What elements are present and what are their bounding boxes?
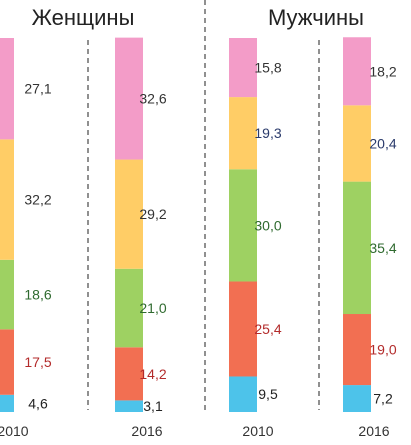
segment-green xyxy=(343,181,371,315)
segment-red xyxy=(343,314,371,386)
segment-green xyxy=(229,169,257,282)
segment-green xyxy=(115,268,143,348)
segment-red xyxy=(115,347,143,401)
segment-red xyxy=(229,281,257,377)
data-label: 32,6 xyxy=(139,91,166,107)
data-label: 9,5 xyxy=(258,386,278,402)
data-label: 35,4 xyxy=(369,240,396,256)
data-label: 4,6 xyxy=(28,395,48,411)
data-label: 14,2 xyxy=(139,366,166,382)
x-tick-label: 2016 xyxy=(131,423,162,439)
x-tick-label: 2016 xyxy=(358,423,389,439)
data-label: 15,8 xyxy=(254,60,281,76)
segment-green xyxy=(0,259,14,330)
data-label: 27,1 xyxy=(24,81,51,97)
segment-yellow xyxy=(115,159,143,269)
data-label: 19,3 xyxy=(254,125,281,141)
data-label: 21,0 xyxy=(139,300,166,316)
data-label: 25,4 xyxy=(254,321,281,337)
data-label: 17,5 xyxy=(24,354,51,370)
group-title: Женщины xyxy=(32,5,135,30)
segment-blue xyxy=(115,400,143,412)
data-label: 30,0 xyxy=(254,217,281,233)
data-label: 29,2 xyxy=(139,206,166,222)
data-label: 20,4 xyxy=(369,135,396,151)
x-tick-label: 2010 xyxy=(242,423,273,439)
data-label: 3,1 xyxy=(143,398,163,414)
segment-blue xyxy=(343,385,371,412)
segment-pink xyxy=(229,38,257,98)
segment-blue xyxy=(229,376,257,412)
segment-pink xyxy=(115,37,143,160)
data-label: 32,2 xyxy=(24,192,51,208)
segment-red xyxy=(0,329,14,395)
group-title: Мужчины xyxy=(268,5,364,30)
segment-pink xyxy=(0,38,14,140)
data-label: 18,2 xyxy=(369,63,396,79)
data-label: 7,2 xyxy=(373,391,393,407)
x-tick-label: 2010 xyxy=(0,423,29,439)
segment-blue xyxy=(0,394,14,412)
segment-yellow xyxy=(229,97,257,170)
data-label: 19,0 xyxy=(369,342,396,358)
data-label: 18,6 xyxy=(24,287,51,303)
segment-yellow xyxy=(0,139,14,260)
segment-pink xyxy=(343,37,371,106)
segment-yellow xyxy=(343,105,371,182)
